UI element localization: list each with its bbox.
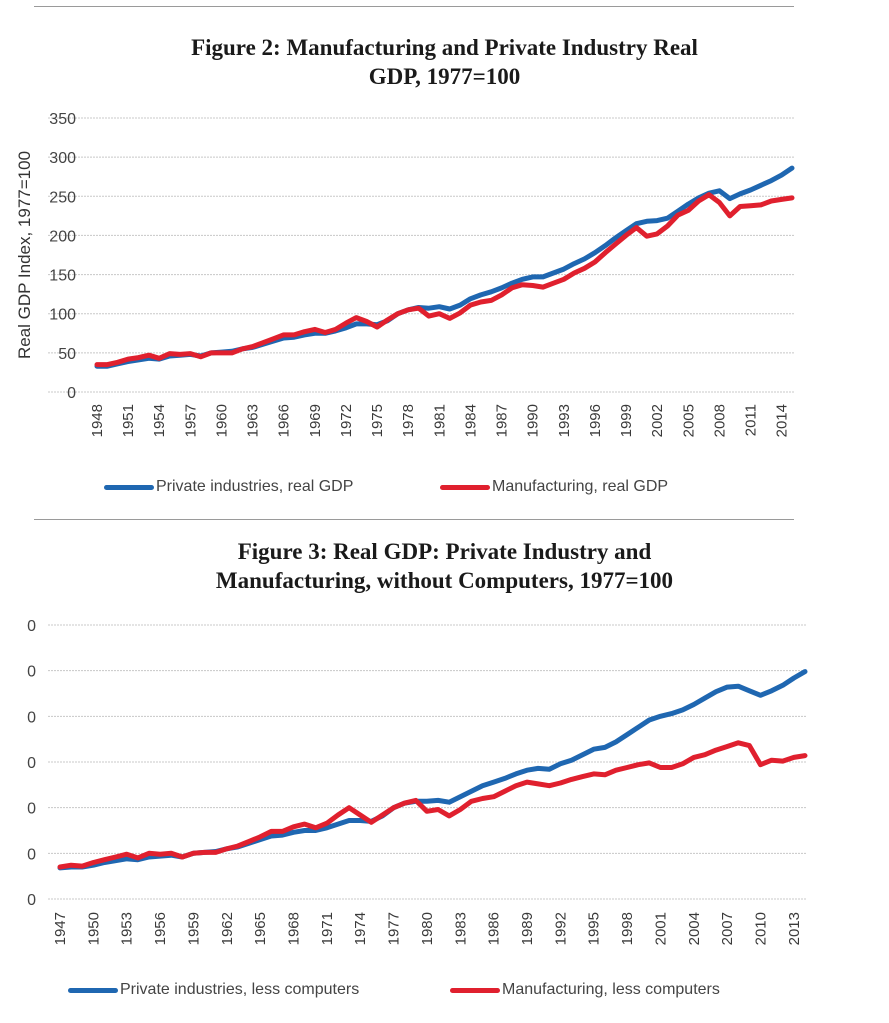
x-tick-label: 1950	[85, 912, 102, 945]
x-tick-label: 1980	[419, 912, 436, 945]
x-tick-label: 1992	[552, 912, 569, 945]
y-tick-label: 0	[27, 664, 36, 681]
x-tick-label: 1948	[89, 404, 106, 437]
x-tick-label: 1974	[352, 912, 369, 945]
x-tick-label: 2005	[680, 404, 697, 437]
x-tick-label: 1947	[52, 912, 69, 945]
figure-2-chart: 0 50 100 150 200 250 300 350 Real GDP Index, 197…	[15, 111, 795, 437]
x-tick-label: 1975	[369, 404, 386, 437]
figure-3-legend-private: Private industries, less computers	[68, 981, 359, 999]
y-tick-label: 0	[27, 846, 36, 863]
x-tick-label: 2002	[649, 404, 666, 437]
top-rule	[34, 6, 794, 7]
figure-2-title: Figure 2: Manufacturing and Private Indu…	[0, 33, 889, 91]
x-tick-label: 1978	[400, 404, 417, 437]
x-tick-label: 1968	[286, 912, 303, 945]
x-tick-label: 2014	[774, 404, 791, 437]
legend-swatch-private	[104, 484, 154, 490]
x-tick-label: 2008	[711, 404, 728, 437]
legend-swatch-manufacturing	[440, 484, 490, 490]
y-tick-label: 0	[27, 618, 36, 635]
x-tick-label: 1962	[219, 912, 236, 945]
legend-swatch-private	[68, 987, 118, 993]
x-tick-label: 1959	[185, 912, 202, 945]
series-line-private	[94, 165, 795, 369]
x-tick-label: 2010	[753, 912, 770, 945]
y-tick-label: 250	[49, 189, 76, 206]
y-tick-label: 100	[49, 307, 76, 324]
x-tick-label: 1993	[556, 404, 573, 437]
x-tick-label: 2004	[686, 912, 703, 945]
x-tick-label: 1956	[152, 912, 169, 945]
x-tick-label: 1954	[151, 404, 168, 437]
series-line-manufacturing	[57, 740, 808, 870]
x-tick-label: 1977	[386, 912, 403, 945]
x-tick-label: 1986	[486, 912, 503, 945]
section-divider-rule	[34, 519, 794, 520]
x-tick-label: 1953	[119, 912, 136, 945]
y-tick-label: 50	[58, 346, 76, 363]
legend-label-private: Private industries, real GDP	[156, 478, 354, 495]
x-tick-label: 1987	[494, 404, 511, 437]
figure-3-title-line-1: Figure 3: Real GDP: Private Industry and	[237, 539, 652, 564]
x-tick-label: 1983	[452, 912, 469, 945]
figure-3-chart: 0 0 0 0 0 0 0 1947 1950 1953 1956 1959 1962 1965 1968 1…	[27, 618, 808, 945]
y-tick-label: 0	[27, 755, 36, 772]
x-tick-label: 1984	[462, 404, 479, 437]
x-tick-label: 1990	[525, 404, 542, 437]
x-tick-label: 1951	[120, 404, 137, 437]
series-line-manufacturing	[94, 192, 795, 368]
y-tick-label: 200	[49, 228, 76, 245]
y-axis-label: Real GDP Index, 1977=100	[15, 151, 34, 359]
figure-3-title: Figure 3: Real GDP: Private Industry and…	[0, 537, 889, 595]
x-tick-label: 1996	[587, 404, 604, 437]
x-tick-label: 2013	[786, 912, 803, 945]
y-tick-label: 0	[27, 709, 36, 726]
figure-3-legend-manufacturing: Manufacturing, less computers	[450, 981, 720, 999]
legend-label-private: Private industries, less computers	[120, 981, 360, 998]
y-tick-label: 0	[27, 892, 36, 909]
figure-2-title-line-1: Figure 2: Manufacturing and Private Indu…	[191, 35, 698, 60]
x-tick-label: 1995	[586, 912, 603, 945]
figure-2-title-line-2: GDP, 1977=100	[368, 64, 521, 89]
legend-label-manufacturing: Manufacturing, real GDP	[492, 478, 669, 495]
y-tick-label: 300	[49, 150, 76, 167]
series-line-private	[57, 669, 808, 871]
figure-2-legend-manufacturing: Manufacturing, real GDP	[440, 478, 668, 496]
figure-3-title-line-2: Manufacturing, without Computers, 1977=1…	[215, 568, 674, 593]
figure-2-legend-private: Private industries, real GDP	[104, 478, 353, 496]
x-tick-label: 1965	[252, 912, 269, 945]
x-tick-label: 1998	[619, 912, 636, 945]
x-tick-label: 1957	[182, 404, 199, 437]
x-tick-label: 1989	[519, 912, 536, 945]
x-tick-label: 1981	[431, 404, 448, 437]
x-tick-label: 1966	[276, 404, 293, 437]
legend-swatch-manufacturing	[450, 987, 500, 993]
x-tick-label: 1999	[618, 404, 635, 437]
x-tick-label: 1971	[319, 912, 336, 945]
legend-label-manufacturing: Manufacturing, less computers	[502, 981, 720, 998]
x-tick-label: 2007	[719, 912, 736, 945]
y-tick-label: 150	[49, 268, 76, 285]
y-tick-label: 0	[27, 801, 36, 818]
x-tick-label: 1960	[213, 404, 230, 437]
x-tick-label: 1972	[338, 404, 355, 437]
x-tick-label: 1969	[307, 404, 324, 437]
y-tick-label: 0	[67, 385, 76, 402]
y-tick-label: 350	[49, 111, 76, 128]
x-tick-label: 2001	[652, 912, 669, 945]
x-tick-label: 2011	[743, 404, 760, 436]
x-tick-label: 1963	[245, 404, 262, 437]
